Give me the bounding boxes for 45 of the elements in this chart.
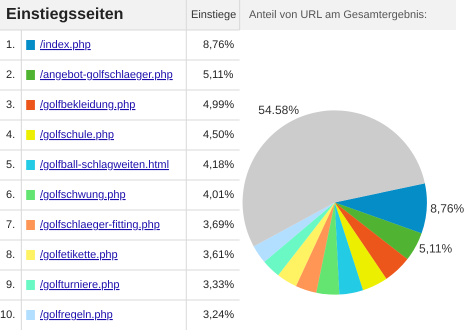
text: Einstiege <box>191 9 236 21</box>
legend-label: /golfschlaeger-fitting.php <box>40 219 160 231</box>
text: 8. <box>6 249 16 261</box>
text: 5,11% <box>203 69 234 81</box>
pie-slice <box>334 202 364 295</box>
pie-slice <box>316 202 340 295</box>
text: 3. <box>6 99 16 111</box>
legend-label: /golfschwung.php <box>40 189 126 201</box>
chart-title: Einstiegsseiten <box>6 6 124 23</box>
chart-subtitle: Anteil von URL am Gesamtergebnis: <box>249 9 428 21</box>
text: 1. <box>6 39 16 51</box>
pie-slice <box>296 202 335 293</box>
legend-label: /golfregeln.php <box>40 309 113 321</box>
data-label: 4,01% <box>203 189 234 201</box>
data-label: 3,69% <box>203 219 234 231</box>
data-label: 3,24% <box>203 309 234 321</box>
text: 7. <box>6 219 16 231</box>
legend-label: /golfbekleidung.php <box>40 99 136 111</box>
text: 8,76% <box>203 39 234 51</box>
legend-label: /index.php <box>40 39 91 51</box>
pie-slice <box>334 202 386 290</box>
data-label: 4,99% <box>203 99 234 111</box>
data-label: 4,18% <box>203 159 234 171</box>
text: 6. <box>6 189 16 201</box>
data-label: 5,11% <box>419 241 453 256</box>
text: 4. <box>6 129 16 141</box>
pie-slice <box>254 202 335 262</box>
legend-label: /golfturniere.php <box>40 279 120 291</box>
text: 9. <box>6 279 16 291</box>
pie-slice <box>334 202 408 279</box>
text: 2. <box>6 69 16 81</box>
text: 10. <box>0 309 16 321</box>
data-label: 54.58% <box>258 102 300 117</box>
text: 5. <box>6 159 16 171</box>
legend-label: /golfball-schlagweiten.html <box>40 159 170 171</box>
pie-slice <box>278 202 335 286</box>
legend-label: /golfschule.php <box>40 129 114 141</box>
data-label: 8,76% <box>430 202 465 216</box>
pie-slice <box>264 202 335 276</box>
data-label: 3,33% <box>203 279 234 291</box>
data-label: 3,61% <box>203 249 234 261</box>
legend-label: /golfetikette.php <box>40 249 118 261</box>
data-label: 4,50% <box>203 129 234 141</box>
legend-label: /angebot-golfschlaeger.php <box>40 69 173 81</box>
pie-slice <box>334 183 427 234</box>
